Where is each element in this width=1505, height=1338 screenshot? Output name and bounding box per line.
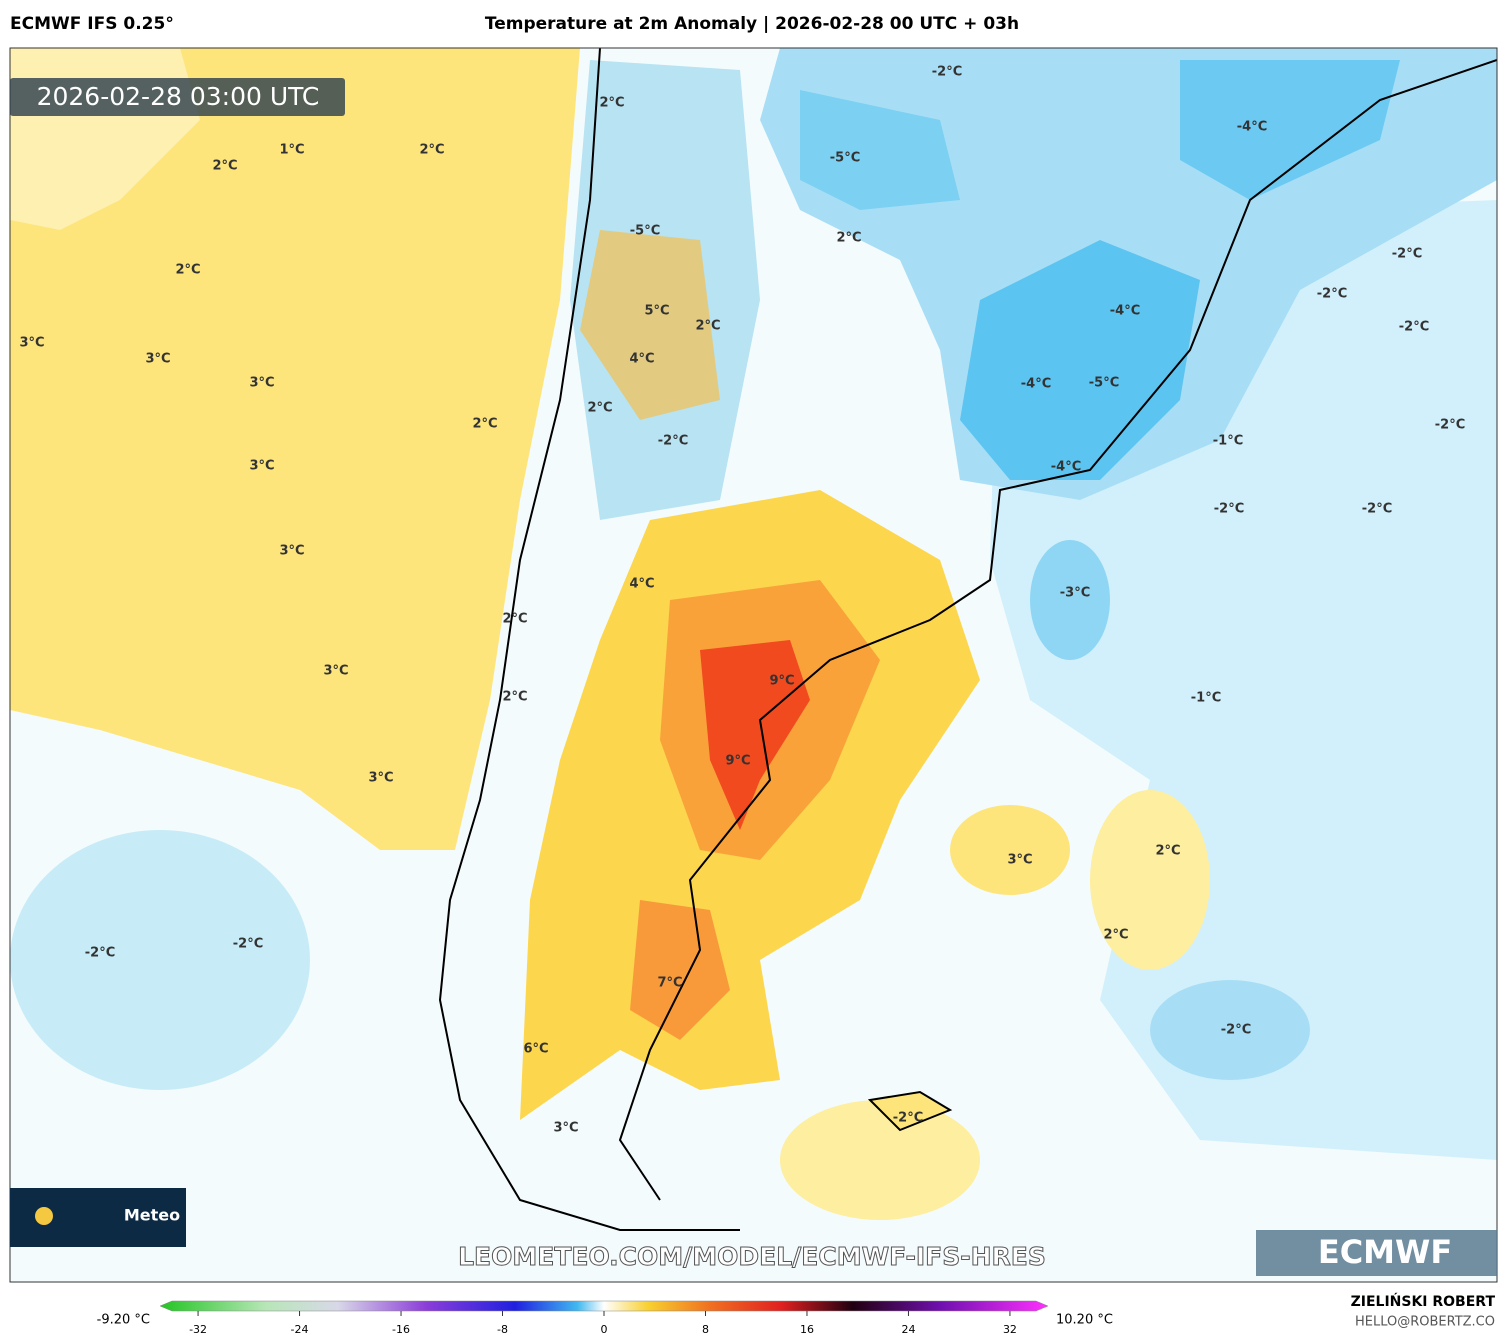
colorbar-tick-label: -24 [291,1323,309,1336]
sun-icon [35,1207,53,1225]
temperature-label: -2°C [658,434,688,449]
temperature-label: 3°C [368,771,393,786]
temperature-label: -4°C [1237,120,1267,135]
temperature-label: -2°C [1399,320,1429,335]
temperature-label: 6°C [523,1042,548,1057]
colorbar-min: -9.20 °C [97,1313,150,1328]
temperature-label: 9°C [769,674,794,689]
temperature-label: 3°C [249,376,274,391]
colorbar: -9.20 °C 10.20 °C -32 -24 -16 -8 0 8 16 24 32 [97,1300,1113,1336]
colorbar-max: 10.20 °C [1056,1313,1113,1328]
ecmwf-logo [1256,1230,1497,1276]
temperature-label: 2°C [1103,928,1128,943]
coastline [438,48,740,1231]
temperature-label: -2°C [1317,287,1347,302]
colorbar-tick-label: 24 [901,1323,915,1336]
temperature-label: -2°C [1362,502,1392,517]
cold-area [1180,60,1400,200]
hottest-area [700,640,810,830]
temperature-label: -2°C [1214,502,1244,517]
temperature-label: -5°C [1089,376,1119,391]
colorbar-tick-label: 0 [601,1323,608,1336]
temperature-label: 3°C [249,459,274,474]
temperature-label: 1°C [279,143,304,158]
temperature-label: 2°C [212,159,237,174]
map: 2°C 1°C 2°C 2°C 3°C 3°C 3°C 3°C 2°C 3°C 3°C 3°C 2°C -… [10,48,1497,1282]
temperature-label: -2°C [85,946,115,961]
temperature-label: 3°C [19,336,44,351]
temperature-label: -2°C [932,65,962,80]
temperature-label: 3°C [323,664,348,679]
temperature-label: -5°C [830,151,860,166]
cool-area [1030,540,1110,660]
temperature-label: 2°C [502,690,527,705]
warm-area [950,805,1070,895]
meteo-text: Meteo [124,1206,180,1225]
credit-name: ZIELIŃSKI ROBERT [1351,1292,1496,1310]
cool-area [10,830,310,1090]
colorbar-tick-label: -16 [392,1323,410,1336]
hot-area [630,900,730,1040]
temperature-label: -1°C [1213,434,1243,449]
temperature-label: 2°C [1155,844,1180,859]
cool-area [1150,980,1310,1080]
temperature-label: 9°C [725,754,750,769]
temperature-label: 5°C [644,304,669,319]
warm-area [10,48,580,850]
temperature-label: 2°C [472,417,497,432]
temperature-label: 2°C [175,263,200,278]
cold-area [960,240,1200,480]
temperature-label: 2°C [502,612,527,627]
temperature-label: -2°C [1435,418,1465,433]
timestamp-box [10,78,345,116]
temperature-label: -5°C [630,224,660,239]
colorbar-tick-label: -32 [189,1323,207,1336]
warm-area [780,1100,980,1220]
temperature-label: 3°C [553,1121,578,1136]
temperature-label: -2°C [1221,1023,1251,1038]
ecmwf-text: ECMWF [1318,1233,1452,1271]
temperature-label: -2°C [893,1111,923,1126]
temperature-label: 4°C [629,352,654,367]
temperature-label: 3°C [279,544,304,559]
colorbar-tick-label: 8 [702,1323,709,1336]
temperature-label: 2°C [587,401,612,416]
temperature-label: -2°C [233,937,263,952]
watermark: LEOMETEO.COM/MODEL/ECMWF-IFS-HRES [458,1242,1046,1271]
temperature-label: -2°C [1392,247,1422,262]
cold-area [800,90,960,210]
island [867,1090,953,1132]
coastline [618,59,1497,1201]
temperature-label: 4°C [629,577,654,592]
temperature-label: -4°C [1021,377,1051,392]
colorbar-tick-label: 16 [800,1323,814,1336]
map-frame [9,47,1498,1283]
credit-email: HELLO@ROBERTZ.CO [1355,1315,1495,1330]
map-labels: 2°C 1°C 2°C 2°C 3°C 3°C 3°C 3°C 2°C 3°C 3°C 3°C 2°C -… [19,65,1465,1136]
temperature-label: 7°C [657,976,682,991]
colorbar-tick-label: -8 [497,1323,508,1336]
andes-area [580,230,720,420]
temperature-label: -3°C [1060,586,1090,601]
model-name: ECMWF IFS 0.25° [10,14,174,34]
temperature-label: 3°C [1007,853,1032,868]
temperature-label: 2°C [419,143,444,158]
temperature-label: -1°C [1191,691,1221,706]
temperature-label: -4°C [1051,460,1081,475]
temperature-label: -4°C [1110,304,1140,319]
temperature-label: 2°C [599,96,624,111]
warm-area [1090,790,1210,970]
colorbar-tick-label: 32 [1003,1323,1017,1336]
map-title: Temperature at 2m Anomaly | 2026-02-28 0… [485,14,1019,34]
timestamp: 2026-02-28 03:00 UTC [37,82,320,111]
colorbar-scale [159,1300,1049,1312]
temperature-label: 2°C [836,231,861,246]
temperature-label: 2°C [695,319,720,334]
temperature-label: 3°C [145,352,170,367]
